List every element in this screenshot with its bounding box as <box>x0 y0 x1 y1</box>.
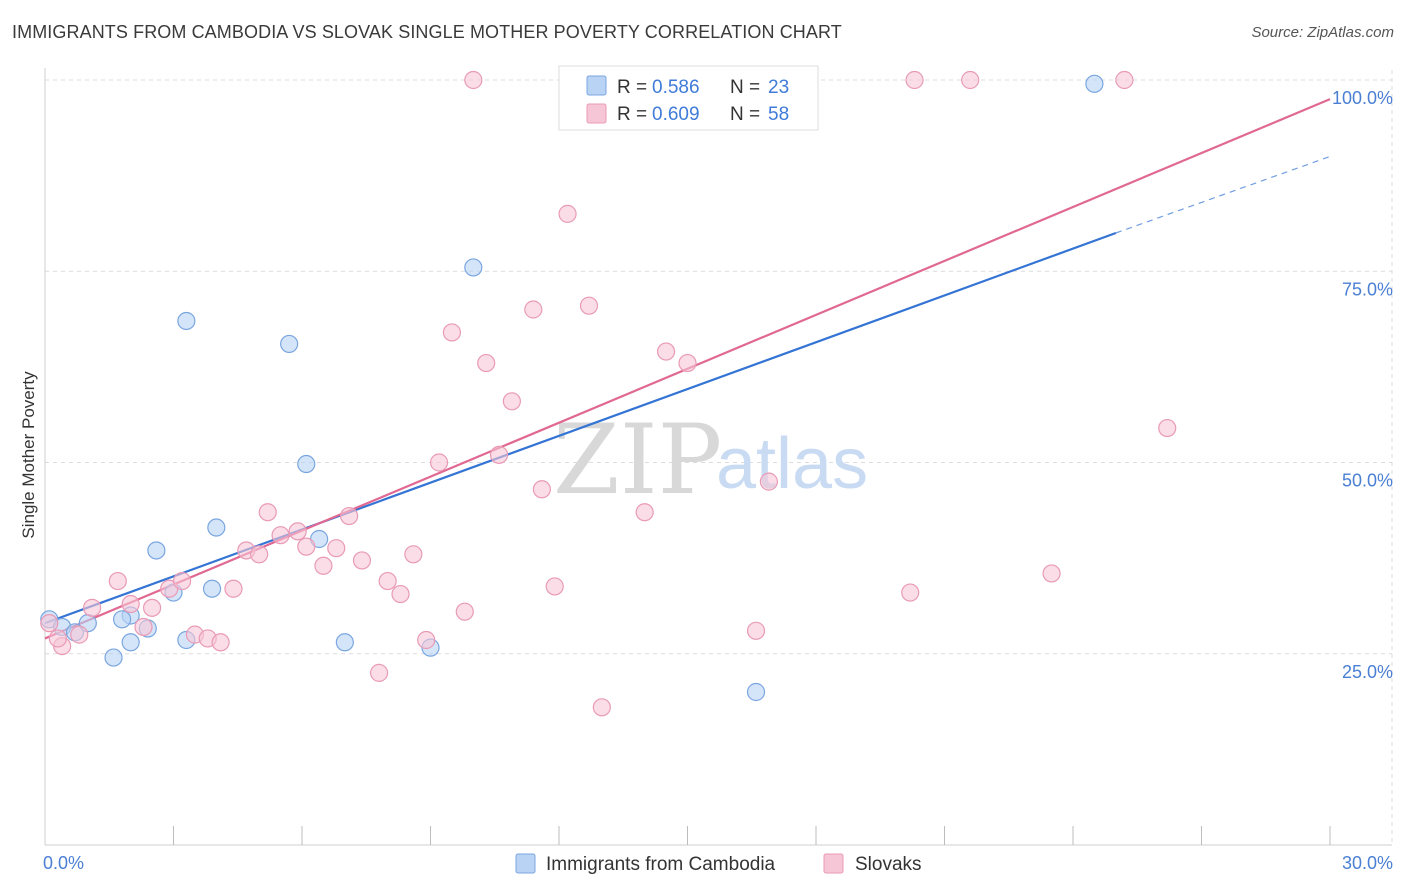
legend: R = 0.586 N = 23 R = 0.609 N = 58 <box>558 65 819 131</box>
data-point <box>759 472 778 491</box>
data-point <box>202 579 222 598</box>
data-point <box>656 342 676 361</box>
data-point <box>905 70 924 90</box>
data-points <box>40 70 1177 717</box>
bottom-legend-swatch-blue <box>515 853 536 874</box>
data-point <box>417 630 436 650</box>
legend-r-value: 0.586 <box>652 77 700 98</box>
data-point <box>224 579 243 598</box>
data-point <box>489 445 509 464</box>
data-point <box>40 614 59 633</box>
legend-swatch-pink <box>586 103 607 124</box>
legend-n-label: N = <box>730 77 760 98</box>
data-point <box>104 648 123 667</box>
data-point <box>545 577 564 596</box>
data-point <box>335 633 354 652</box>
bottom-legend: Immigrants from Cambodia Slovaks <box>515 853 922 875</box>
data-point <box>112 610 132 629</box>
legend-r-value: 0.609 <box>652 104 700 125</box>
data-point <box>1158 418 1177 438</box>
data-point <box>961 70 980 90</box>
data-point <box>477 353 496 373</box>
data-point <box>404 545 423 564</box>
legend-n-value: 23 <box>768 77 789 98</box>
data-point <box>258 503 277 522</box>
legend-r-label: R = <box>617 77 647 98</box>
data-point <box>340 506 359 526</box>
bottom-legend-label-cambodia: Immigrants from Cambodia <box>546 854 776 875</box>
data-point <box>532 480 551 499</box>
data-point <box>211 633 230 652</box>
data-point <box>147 541 166 560</box>
data-point <box>592 698 611 717</box>
tick-labels: 25.0% 50.0% 75.0% 100.0% 0.0% 30.0% <box>43 88 1393 873</box>
legend-n-value: 58 <box>768 104 789 125</box>
data-point <box>288 522 307 541</box>
y-axis-label: Single Mother Poverty <box>19 371 38 539</box>
data-point <box>464 258 483 277</box>
data-point <box>370 663 389 682</box>
data-point <box>142 598 162 617</box>
data-point <box>352 551 372 570</box>
data-point <box>108 571 127 591</box>
data-point <box>314 556 333 575</box>
data-point <box>121 633 140 652</box>
gridlines <box>45 70 1393 845</box>
chart-title: IMMIGRANTS FROM CAMBODIA VS SLOVAK SINGL… <box>12 22 842 42</box>
data-point <box>579 296 599 315</box>
data-point <box>378 571 397 591</box>
source-credit: Source: ZipAtlas.com <box>1251 24 1394 41</box>
data-point <box>83 598 102 617</box>
bottom-legend-label-slovaks: Slovaks <box>855 854 922 875</box>
data-point <box>429 453 449 472</box>
data-point <box>464 70 483 90</box>
x-tick-label: 0.0% <box>43 853 84 873</box>
data-point <box>207 518 226 537</box>
data-point <box>297 454 316 474</box>
legend-r-label: R = <box>617 104 647 125</box>
trend-line <box>44 231 1117 625</box>
data-point <box>172 571 192 591</box>
data-point <box>280 334 299 354</box>
data-point <box>134 617 153 637</box>
data-point <box>635 503 654 522</box>
y-tick-label: 25.0% <box>1342 662 1393 682</box>
watermark-zip: ZIP <box>553 404 722 516</box>
data-point <box>1115 70 1134 90</box>
data-point <box>558 204 577 223</box>
y-tick-label: 75.0% <box>1342 279 1393 299</box>
legend-n-label: N = <box>730 104 760 125</box>
data-point <box>442 323 462 342</box>
y-tick-label: 100.0% <box>1332 88 1393 108</box>
data-point <box>524 300 543 319</box>
watermark-atlas: atlas <box>716 424 868 504</box>
data-point <box>391 584 410 604</box>
watermark: ZIP atlas <box>553 404 868 516</box>
bottom-legend-swatch-pink <box>823 853 844 874</box>
data-point <box>746 682 766 702</box>
data-point <box>250 545 269 564</box>
axes <box>44 68 1392 846</box>
data-point <box>121 594 140 614</box>
data-point <box>327 539 346 558</box>
data-point <box>297 537 316 556</box>
data-point <box>455 602 474 621</box>
legend-swatch-blue <box>586 75 607 96</box>
data-point <box>271 526 290 545</box>
series-cambodia <box>40 74 1104 702</box>
data-point <box>1085 74 1104 93</box>
series-slovaks <box>40 70 1177 717</box>
data-point <box>48 629 67 648</box>
data-point <box>70 625 89 644</box>
data-point <box>1042 564 1061 583</box>
data-point <box>177 311 196 331</box>
data-point <box>502 392 521 411</box>
data-point <box>678 353 697 373</box>
y-tick-label: 50.0% <box>1342 471 1393 491</box>
trend-line-extension <box>1115 155 1331 234</box>
data-point <box>746 621 766 640</box>
data-point <box>901 583 920 602</box>
x-tick-label: 30.0% <box>1342 853 1393 873</box>
